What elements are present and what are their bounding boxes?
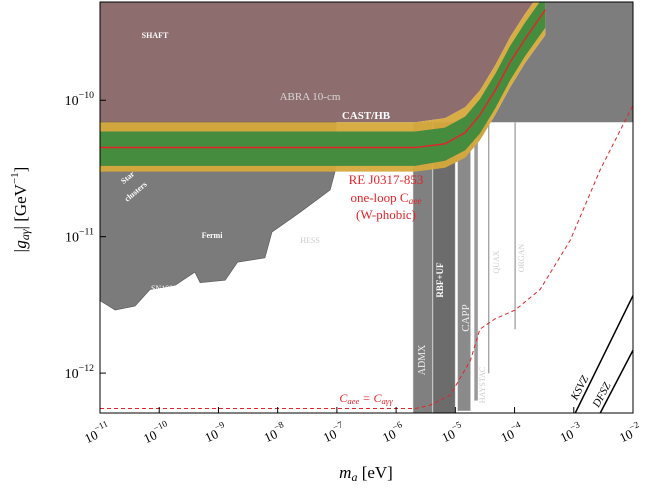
annotation-part: SHAFT: [142, 31, 169, 40]
axes-frame: [99, 1, 634, 414]
label-part: | [GeV: [11, 183, 30, 229]
tick-label: 10−7: [320, 419, 349, 445]
tick-label: 10−10: [65, 90, 94, 109]
tick-label: 10−11: [81, 419, 113, 447]
y-axis-label: |gaγ| [GeV−1]: [9, 167, 32, 254]
tick-base: 10: [321, 426, 339, 445]
tick-base: 10: [380, 426, 398, 445]
tick-label: 10−9: [201, 419, 230, 445]
line: [100, 9, 546, 149]
annotation: RBF+UF: [435, 262, 445, 298]
haloscope-strip: [488, 122, 490, 374]
annotation-part: aee: [409, 197, 422, 207]
annotation-part: RBF+UF: [435, 262, 445, 298]
tick-exponent: −8: [272, 419, 285, 432]
tick-base: 10: [558, 426, 576, 445]
annotation: CAPP: [460, 304, 472, 332]
tick-exponent: −4: [509, 419, 522, 432]
annotation-part: SN1987A: [151, 284, 183, 293]
tick-label: 10−11: [65, 227, 94, 246]
annotation: Caee = Caγγ: [339, 391, 393, 406]
annotation: ORGAN: [517, 244, 526, 273]
annotation: SHAFT: [142, 31, 169, 40]
right-region: [445, 2, 633, 168]
haloscope-strip: [514, 122, 516, 330]
top-region: [100, 2, 534, 123]
tick-label: 10−5: [438, 419, 467, 445]
annotation: (W-phobic): [356, 207, 416, 222]
annotation-part: aγγ: [381, 396, 393, 406]
annotation: SN1987A: [151, 284, 183, 293]
tick-exponent: −12: [79, 363, 94, 374]
label-part: ]: [11, 167, 30, 173]
tick-exponent: −3: [568, 419, 581, 432]
tick-base: 10: [202, 426, 220, 445]
tick-label: 10−2: [616, 419, 645, 445]
tick-base: 10: [65, 94, 79, 109]
tick-base: 10: [498, 426, 516, 445]
annotation-part: ABRA 10-cm: [280, 91, 341, 103]
annotation-part: CAPP: [460, 304, 472, 332]
annotation-part: C: [339, 391, 348, 405]
tick-exponent: −2: [627, 419, 640, 432]
annotation: ADMX: [417, 344, 428, 375]
tick-exponent: −9: [213, 419, 226, 432]
label-part: [eV]: [357, 463, 392, 482]
tick-base: 10: [82, 427, 100, 446]
annotation: one-loop Caee: [350, 190, 421, 207]
annotation-part: QUAX: [492, 250, 501, 273]
haloscope-strip: [474, 122, 479, 401]
label-part: −1: [9, 172, 21, 184]
label-part: |g: [11, 240, 30, 253]
tick-label: 10−4: [497, 419, 526, 445]
tick-exponent: −10: [79, 90, 94, 101]
annotation: Fermi: [202, 231, 224, 240]
annotation-part: CAST/HB: [342, 110, 391, 122]
label-part: a: [351, 470, 357, 484]
tick-exponent: −11: [93, 419, 110, 434]
plot-area: [100, 2, 633, 413]
tick-label: 10−3: [556, 419, 585, 445]
line: [574, 295, 633, 413]
annotation-part: (W-phobic): [356, 207, 416, 222]
annotation-part: ORGAN: [517, 244, 526, 273]
label-part: m: [339, 463, 351, 482]
tick-base: 10: [65, 367, 79, 382]
tick-label: 10−12: [65, 363, 94, 382]
tick-exponent: −11: [79, 227, 94, 238]
annotation-part: HESS: [300, 236, 320, 245]
tick-label: 10−6: [379, 419, 408, 445]
tick-base: 10: [617, 426, 635, 445]
tick-base: 10: [65, 231, 79, 246]
tick-exponent: −6: [391, 419, 404, 432]
tick-base: 10: [141, 427, 159, 446]
annotation-part: aee: [347, 396, 359, 406]
x-axis-label: ma [eV]: [339, 463, 393, 484]
line: [100, 104, 633, 410]
annotation: RE J0317-853: [349, 172, 424, 187]
annotation-part: = C: [359, 391, 382, 405]
tick-exponent: −7: [331, 419, 344, 432]
annotation: HESS: [300, 236, 320, 245]
annotation: CAST/HB: [342, 110, 391, 122]
tick-label: 10−8: [260, 419, 289, 445]
annotation-part: one-loop C: [350, 190, 408, 205]
band: [100, 2, 546, 166]
annotation-part: HAYSTAC: [478, 367, 487, 403]
annotation: HAYSTAC: [478, 367, 487, 403]
line: [599, 349, 633, 413]
annotation: QUAX: [492, 250, 501, 273]
annotation-part: ADMX: [417, 344, 428, 375]
haloscope-strip: [457, 122, 471, 411]
label-part: aγ: [18, 229, 32, 240]
annotation-part: Fermi: [202, 231, 224, 240]
tick-base: 10: [439, 426, 457, 445]
annotation-part: RE J0317-853: [349, 172, 424, 187]
tick-label: 10−10: [140, 418, 173, 446]
tick-exponent: −5: [450, 419, 463, 432]
annotation: ABRA 10-cm: [280, 91, 341, 103]
tick-exponent: −10: [152, 418, 170, 433]
tick-base: 10: [262, 426, 280, 445]
